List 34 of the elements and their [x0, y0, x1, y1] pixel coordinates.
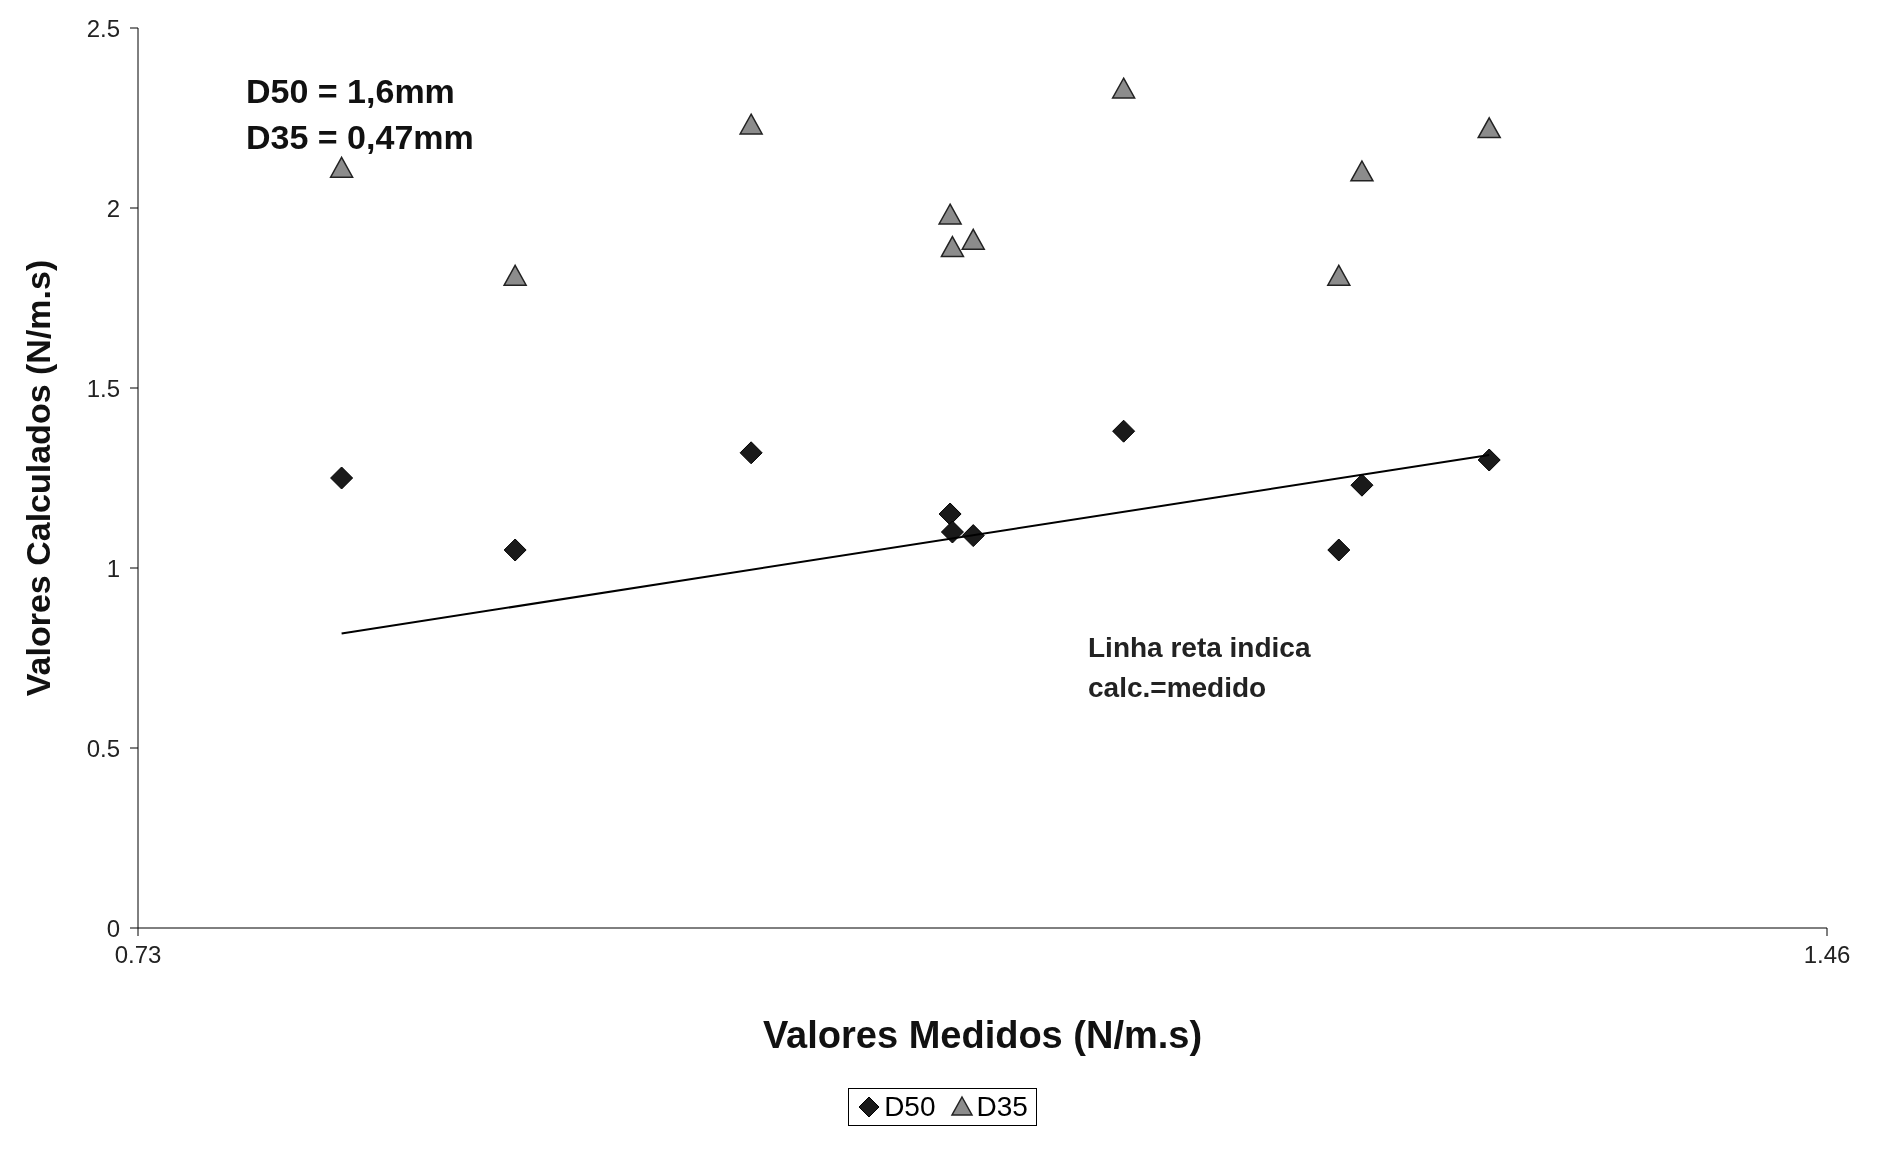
- point: [961, 228, 985, 250]
- legend-label: D50: [883, 1091, 936, 1123]
- x-tick-label: 0.73: [114, 941, 162, 969]
- point: [1327, 264, 1351, 286]
- point: [938, 502, 962, 526]
- point: [329, 156, 354, 178]
- point: [739, 441, 763, 465]
- point: [1327, 538, 1351, 562]
- point: [503, 264, 527, 286]
- point: [940, 520, 964, 544]
- point: [1477, 448, 1501, 472]
- point: [739, 113, 763, 135]
- point: [1112, 419, 1136, 443]
- y-axis-title: Valores Calculados (N/m.s): [19, 259, 58, 697]
- y-tick-label: 1: [106, 554, 120, 582]
- legend-label: D35: [975, 1091, 1028, 1123]
- point: [330, 466, 354, 490]
- y-tick-label: 0: [106, 914, 120, 942]
- point: [1350, 473, 1374, 497]
- annotation: D35 = 0,47mm: [246, 117, 474, 158]
- y-tick-label: 0.5: [86, 734, 120, 762]
- point: [1111, 77, 1136, 99]
- point: [1477, 117, 1501, 139]
- point: [503, 538, 527, 562]
- y-tick-label: 2.5: [86, 14, 120, 42]
- x-tick-label: 1.46: [1803, 941, 1851, 969]
- y-tick-label: 1.5: [86, 374, 120, 402]
- point: [940, 235, 965, 258]
- y-tick-label: 2: [106, 194, 120, 222]
- annotation: Linha reta indica calc.=medido: [1088, 631, 1312, 705]
- x-axis-title: Valores Medidos (N/m.s): [762, 1014, 1203, 1056]
- point: [1350, 160, 1374, 182]
- annotation: D50 = 1,6mm: [246, 71, 456, 112]
- point: [938, 203, 962, 225]
